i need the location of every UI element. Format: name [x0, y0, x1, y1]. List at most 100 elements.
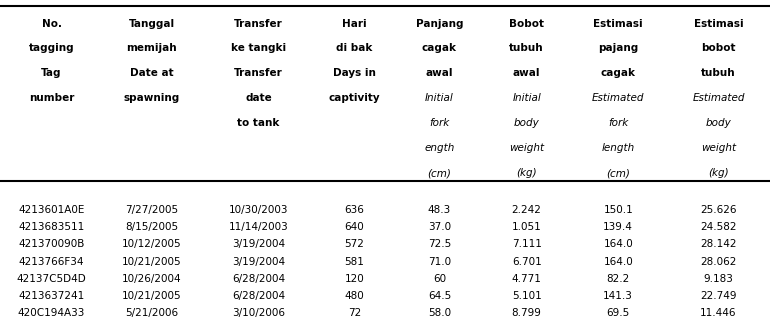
Text: 64.5: 64.5: [428, 291, 451, 301]
Text: 22.749: 22.749: [700, 291, 737, 301]
Text: fork: fork: [608, 118, 628, 128]
Text: 7/27/2005: 7/27/2005: [126, 205, 179, 215]
Text: 150.1: 150.1: [604, 205, 633, 215]
Text: length: length: [601, 143, 634, 153]
Text: 11.446: 11.446: [700, 308, 737, 318]
Text: 24.582: 24.582: [700, 222, 737, 232]
Text: bobot: bobot: [701, 43, 735, 53]
Text: captivity: captivity: [329, 93, 380, 103]
Text: weight: weight: [509, 143, 544, 153]
Text: di bak: di bak: [336, 43, 373, 53]
Text: 2.242: 2.242: [512, 205, 541, 215]
Text: awal: awal: [513, 68, 541, 79]
Text: 6/28/2004: 6/28/2004: [232, 291, 285, 301]
Text: 10/30/2003: 10/30/2003: [229, 205, 288, 215]
Text: 69.5: 69.5: [607, 308, 630, 318]
Text: 3/19/2004: 3/19/2004: [232, 257, 285, 267]
Text: ength: ength: [424, 143, 454, 153]
Text: 11/14/2003: 11/14/2003: [229, 222, 289, 232]
Text: 581: 581: [344, 257, 364, 267]
Text: Initial: Initial: [425, 93, 454, 103]
Text: 25.626: 25.626: [700, 205, 737, 215]
Text: 139.4: 139.4: [603, 222, 633, 232]
Text: pajang: pajang: [598, 43, 638, 53]
Text: Initial: Initial: [512, 93, 541, 103]
Text: 72.5: 72.5: [428, 240, 451, 249]
Text: (kg): (kg): [708, 168, 728, 178]
Text: tubuh: tubuh: [701, 68, 736, 79]
Text: 48.3: 48.3: [428, 205, 451, 215]
Text: ke tangki: ke tangki: [231, 43, 286, 53]
Text: 4213601A0E: 4213601A0E: [18, 205, 85, 215]
Text: body: body: [705, 118, 732, 128]
Text: Estimasi: Estimasi: [694, 19, 743, 29]
Text: tagging: tagging: [28, 43, 75, 53]
Text: 72: 72: [348, 308, 361, 318]
Text: cagak: cagak: [601, 68, 636, 79]
Text: Estimasi: Estimasi: [594, 19, 643, 29]
Text: 82.2: 82.2: [607, 274, 630, 284]
Text: fork: fork: [430, 118, 450, 128]
Text: 4213683511: 4213683511: [18, 222, 85, 232]
Text: Hari: Hari: [342, 19, 367, 29]
Text: 420C194A33: 420C194A33: [18, 308, 85, 318]
Text: 5/21/2006: 5/21/2006: [126, 308, 179, 318]
Text: weight: weight: [701, 143, 736, 153]
Text: 421370090B: 421370090B: [18, 240, 85, 249]
Text: tubuh: tubuh: [510, 43, 544, 53]
Text: 9.183: 9.183: [704, 274, 733, 284]
Text: 164.0: 164.0: [604, 257, 633, 267]
Text: 4.771: 4.771: [512, 274, 541, 284]
Text: 4213766F34: 4213766F34: [18, 257, 84, 267]
Text: Tanggal: Tanggal: [129, 19, 175, 29]
Text: 3/10/2006: 3/10/2006: [232, 308, 285, 318]
Text: 8/15/2005: 8/15/2005: [126, 222, 179, 232]
Text: 58.0: 58.0: [428, 308, 451, 318]
Text: 10/12/2005: 10/12/2005: [122, 240, 182, 249]
Text: Days in: Days in: [333, 68, 376, 79]
Text: 7.111: 7.111: [512, 240, 541, 249]
Text: 5.101: 5.101: [512, 291, 541, 301]
Text: 10/21/2005: 10/21/2005: [122, 291, 182, 301]
Text: 164.0: 164.0: [604, 240, 633, 249]
Text: 28.142: 28.142: [700, 240, 737, 249]
Text: memijah: memijah: [126, 43, 177, 53]
Text: 10/26/2004: 10/26/2004: [122, 274, 182, 284]
Text: 3/19/2004: 3/19/2004: [232, 240, 285, 249]
Text: Transfer: Transfer: [234, 68, 283, 79]
Text: 572: 572: [344, 240, 364, 249]
Text: 636: 636: [344, 205, 364, 215]
Text: 10/21/2005: 10/21/2005: [122, 257, 182, 267]
Text: (kg): (kg): [517, 168, 537, 178]
Text: 37.0: 37.0: [428, 222, 451, 232]
Text: (cm): (cm): [427, 168, 451, 178]
Text: Panjang: Panjang: [416, 19, 464, 29]
Text: 28.062: 28.062: [700, 257, 737, 267]
Text: number: number: [28, 93, 74, 103]
Text: 8.799: 8.799: [512, 308, 541, 318]
Text: 6.701: 6.701: [512, 257, 541, 267]
Text: Estimated: Estimated: [592, 93, 644, 103]
Text: date: date: [245, 93, 272, 103]
Text: 4213637241: 4213637241: [18, 291, 85, 301]
Text: 141.3: 141.3: [603, 291, 633, 301]
Text: No.: No.: [42, 19, 62, 29]
Text: to tank: to tank: [237, 118, 280, 128]
Text: 60: 60: [433, 274, 446, 284]
Text: 480: 480: [345, 291, 364, 301]
Text: 640: 640: [345, 222, 364, 232]
Text: cagak: cagak: [422, 43, 457, 53]
Text: 120: 120: [345, 274, 364, 284]
Text: Date at: Date at: [130, 68, 173, 79]
Text: body: body: [514, 118, 540, 128]
Text: awal: awal: [426, 68, 454, 79]
Text: Estimated: Estimated: [692, 93, 745, 103]
Text: (cm): (cm): [606, 168, 630, 178]
Text: 42137C5D4D: 42137C5D4D: [17, 274, 86, 284]
Text: Bobot: Bobot: [509, 19, 544, 29]
Text: 6/28/2004: 6/28/2004: [232, 274, 285, 284]
Text: 71.0: 71.0: [428, 257, 451, 267]
Text: Transfer: Transfer: [234, 19, 283, 29]
Text: 1.051: 1.051: [512, 222, 541, 232]
Text: Tag: Tag: [42, 68, 62, 79]
